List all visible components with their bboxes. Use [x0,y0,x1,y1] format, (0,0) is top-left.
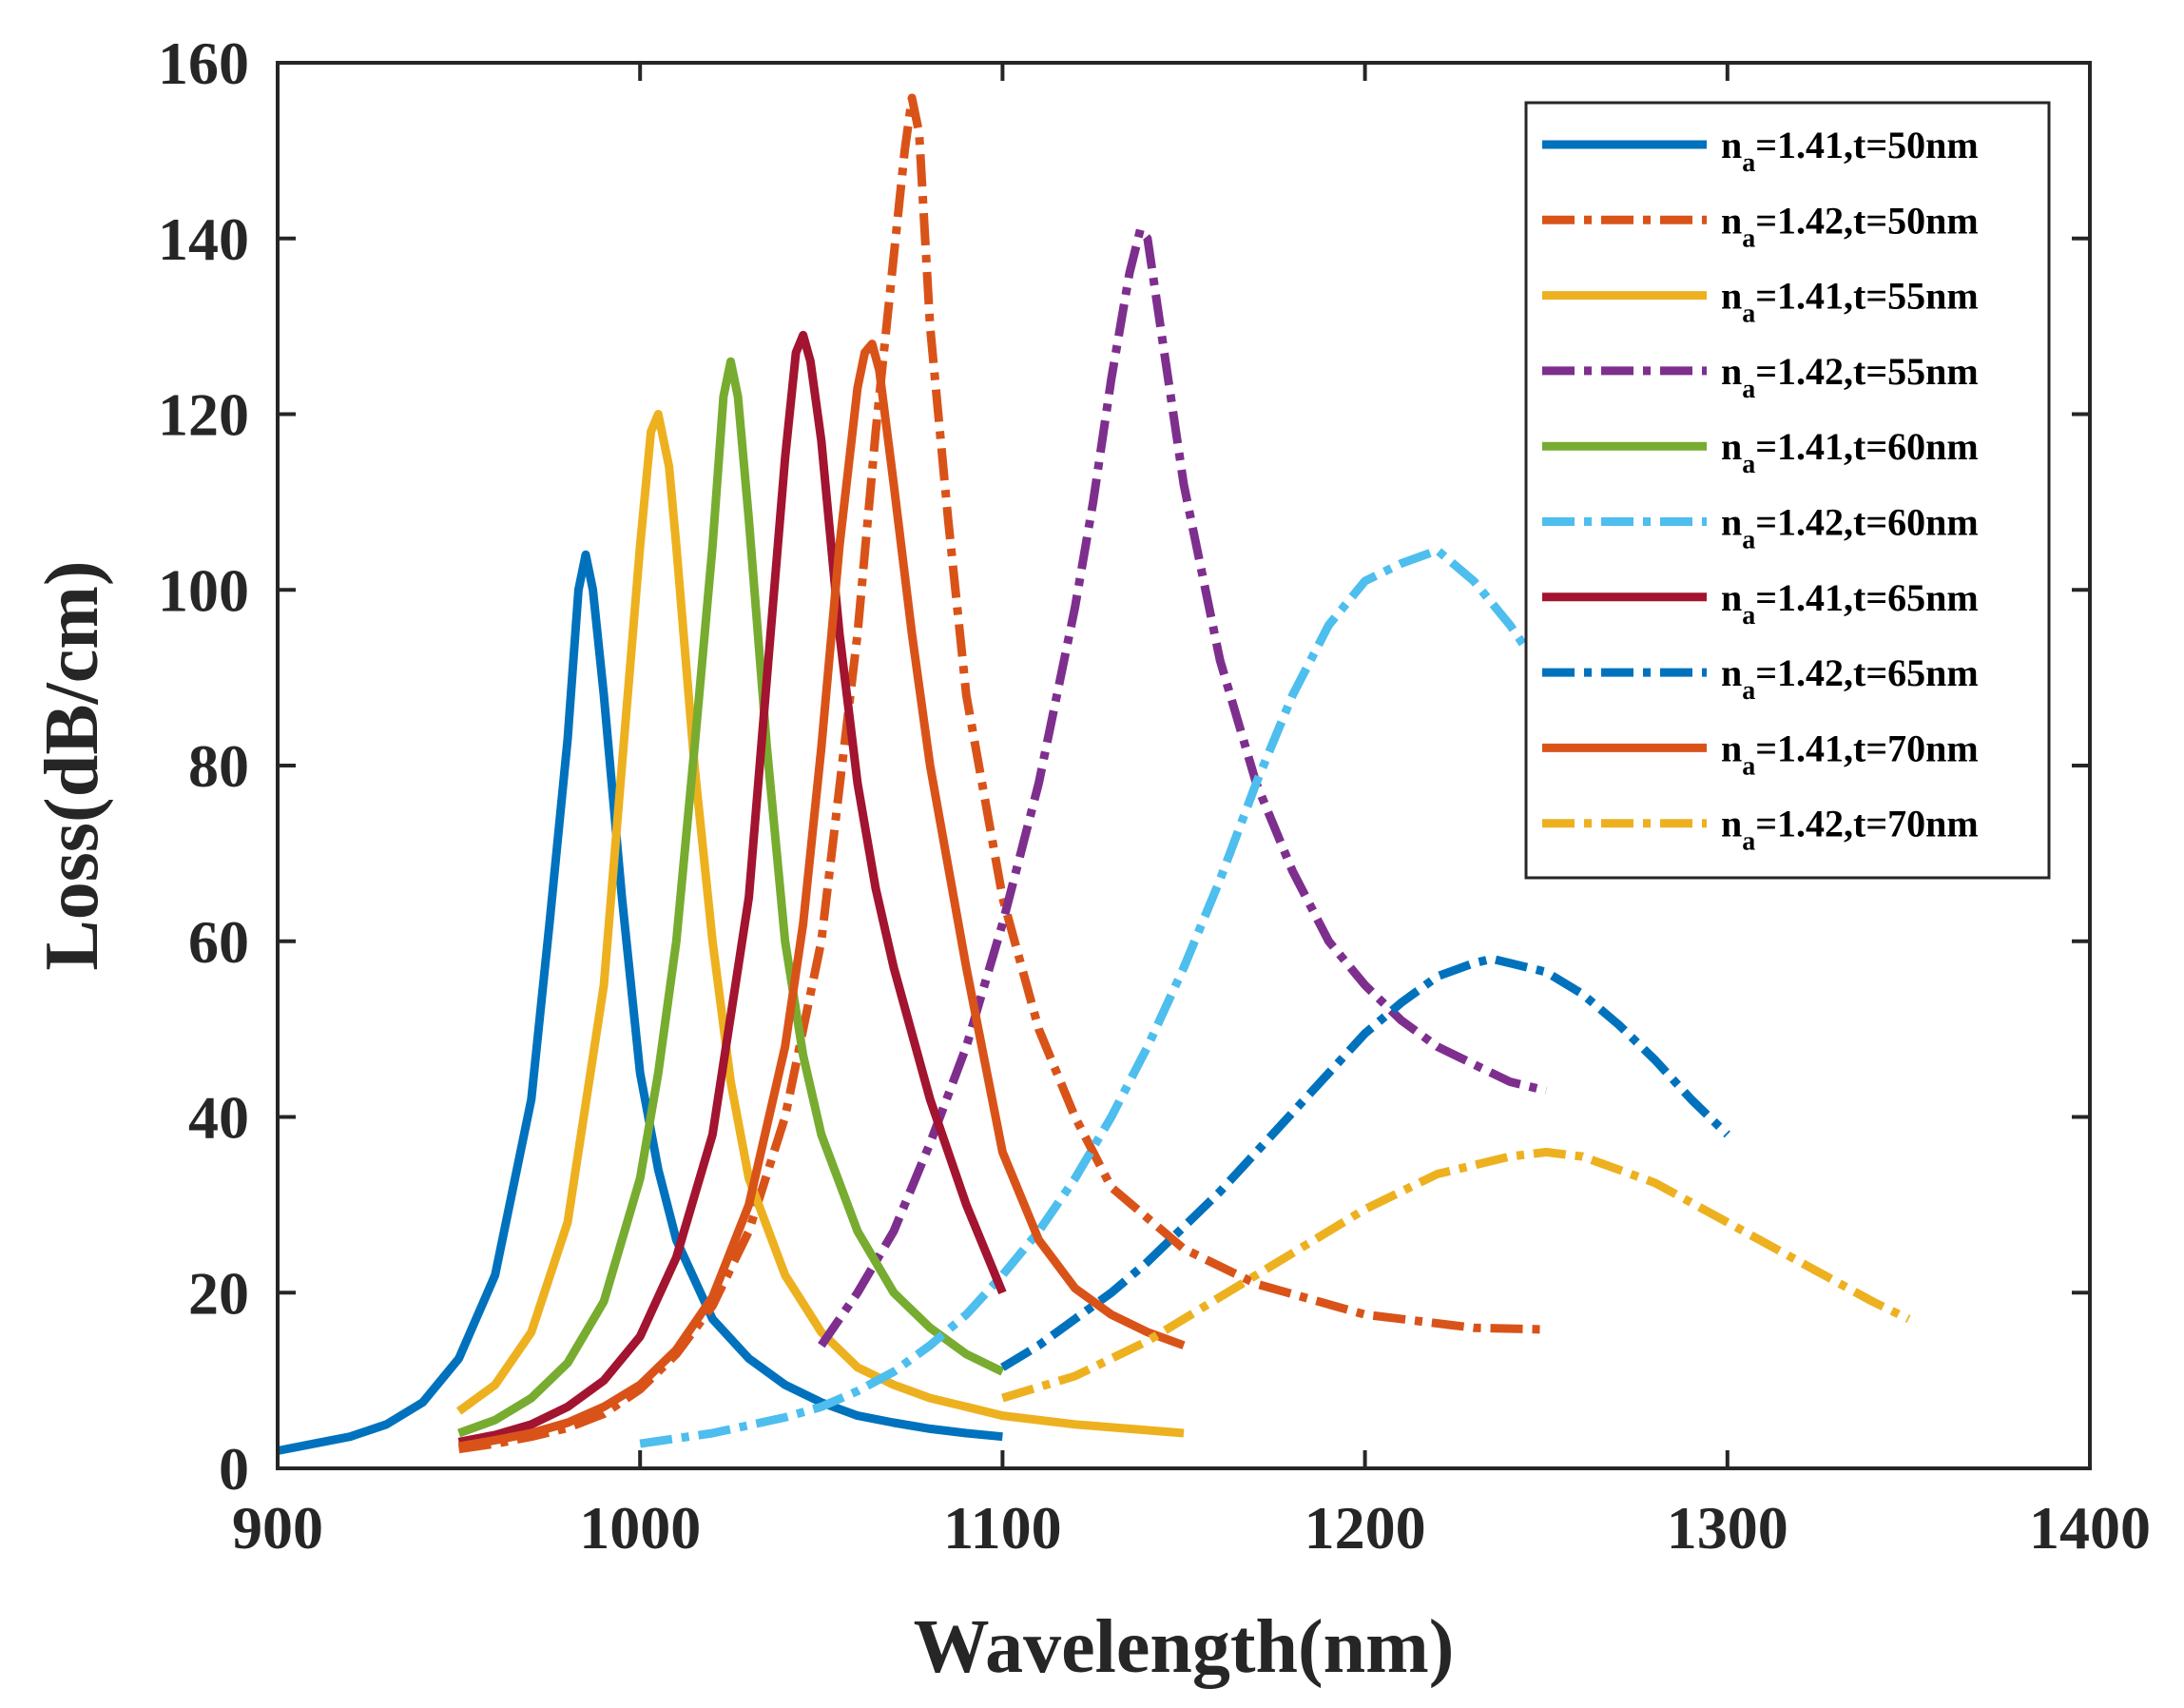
legend-item: na=1.41,t=55nm [1542,275,1979,329]
legend-item: na=1.42,t=50nm [1542,199,1979,253]
legend-item: na=1.41,t=70nm [1542,727,1979,781]
legend-label-main: n [1721,124,1742,166]
legend-label-subscript: a [1742,300,1755,329]
legend-label-rest: =1.41,t=70nm [1755,727,1978,769]
y-tick-label: 0 [219,1435,249,1503]
legend: na=1.41,t=50nmna=1.42,t=50nmna=1.41,t=55… [1524,101,2051,880]
legend-label: na=1.41,t=55nm [1721,275,1979,329]
series-layer [277,93,1911,1455]
legend-label-subscript: a [1742,526,1755,555]
series-line-8 [1000,954,1730,1371]
legend-label: na=1.42,t=60nm [1721,501,1979,555]
x-tick-label: 1200 [1305,1494,1426,1562]
legend-label-rest: =1.41,t=60nm [1755,425,1978,468]
y-tick-label: 100 [158,556,249,624]
legend-item: na=1.42,t=65nm [1542,651,1979,706]
series-line-9 [457,340,1186,1451]
legend-label-rest: =1.41,t=50nm [1755,124,1978,166]
legend-label-main: n [1721,803,1742,845]
y-tick-label: 160 [158,29,249,97]
series-line-2 [457,93,1547,1454]
series-line-4 [818,225,1548,1349]
legend-label-subscript: a [1742,375,1755,404]
legend-item: na=1.42,t=70nm [1542,803,1979,857]
legend-label-main: n [1721,275,1742,318]
legend-label-subscript: a [1742,751,1755,781]
x-tick-label: 1100 [943,1494,1061,1562]
legend-label-rest: =1.42,t=70nm [1755,803,1978,845]
legend-label: na=1.41,t=70nm [1721,727,1979,781]
series-line-3 [455,410,1185,1438]
legend-label: na=1.41,t=60nm [1721,425,1979,479]
legend-label-main: n [1721,425,1742,468]
legend-label-main: n [1721,576,1742,619]
x-tick-label: 1300 [1667,1494,1788,1562]
legend-label-main: n [1721,501,1742,544]
legend-label: na=1.41,t=50nm [1721,124,1979,178]
y-tick-label: 40 [188,1084,249,1152]
ticks-layer [276,61,2092,1470]
x-tick-label: 900 [232,1494,323,1562]
legend-item: na=1.42,t=55nm [1542,350,1979,404]
legend-label-main: n [1721,350,1742,393]
legend-items: na=1.41,t=50nmna=1.42,t=50nmna=1.41,t=55… [1542,124,1979,857]
legend-label: na=1.42,t=65nm [1721,651,1979,706]
tick-labels-layer: 900 1000 1100 1200 1300 1400 0 20 40 60 80 100 120 14… [158,29,2151,1562]
series-line-7 [457,330,1007,1446]
legend-item: na=1.41,t=65nm [1542,576,1979,631]
series-line-1 [277,550,1003,1455]
x-tick-label: 1000 [579,1494,701,1562]
series-line-10 [1001,1148,1911,1403]
legend-label: na=1.42,t=70nm [1721,803,1979,857]
legend-label-main: n [1721,651,1742,694]
x-axis-title: Wavelength(nm) [914,1605,1455,1689]
legend-label: na=1.42,t=50nm [1721,199,1979,253]
legend-item: na=1.41,t=60nm [1542,425,1979,479]
series-line-6 [639,546,1532,1448]
legend-item: na=1.42,t=60nm [1542,501,1979,555]
legend-label-subscript: a [1742,676,1755,706]
legend-label-subscript: a [1742,601,1755,631]
legend-label-subscript: a [1742,827,1755,857]
legend-label: na=1.42,t=55nm [1721,350,1979,404]
y-tick-label: 120 [158,381,249,449]
legend-label-rest: =1.42,t=60nm [1755,501,1978,544]
y-axis-title: Loss(dB/cm) [30,560,114,970]
series-line-5 [457,357,1005,1438]
legend-label: na=1.41,t=65nm [1721,576,1979,631]
legend-item: na=1.41,t=50nm [1542,124,1979,178]
legend-label-main: n [1721,727,1742,769]
y-tick-label: 140 [158,205,249,273]
legend-label-subscript: a [1742,450,1755,479]
y-tick-label: 80 [188,732,249,800]
legend-label-rest: =1.42,t=50nm [1755,199,1978,242]
legend-label-rest: =1.41,t=55nm [1755,275,1978,318]
legend-label-rest: =1.42,t=55nm [1755,350,1978,393]
y-tick-label: 60 [188,908,249,976]
legend-label-main: n [1721,199,1742,242]
legend-label-rest: =1.41,t=65nm [1755,576,1978,619]
y-tick-label: 20 [188,1259,249,1327]
legend-label-subscript: a [1742,148,1755,178]
x-tick-label: 1400 [2029,1494,2151,1562]
legend-label-rest: =1.42,t=65nm [1755,651,1978,694]
legend-label-subscript: a [1742,223,1755,253]
